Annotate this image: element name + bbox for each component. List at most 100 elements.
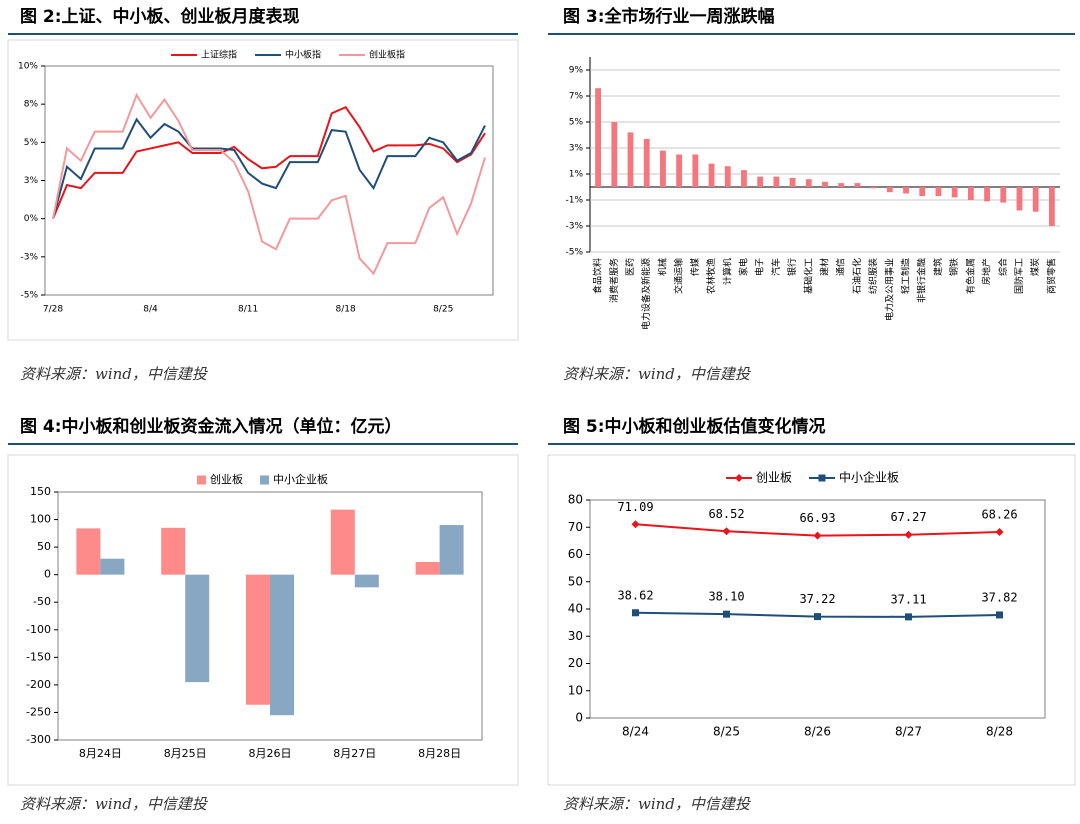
x-tick-label: 钢铁 [948,258,960,276]
legend-label: 创业板 [210,472,243,486]
bar [76,528,101,575]
y-tick-label: 20 [568,656,583,670]
value-label: 38.10 [708,590,744,604]
bar [415,561,440,575]
value-label: 71.09 [617,500,653,514]
x-tick-label: 8/26 [804,725,831,739]
y-tick-label: -150 [26,650,51,663]
plot-frame [44,65,494,296]
y-tick-label: 10 [568,683,583,697]
bar [330,509,355,575]
x-tick-label: 纺织服装 [867,258,879,294]
x-tick-label: 8月25日 [164,747,207,760]
x-tick-label: 石油石化 [851,258,863,294]
x-tick-label: 商贸零售 [1045,258,1057,294]
x-tick-label: 8/18 [336,305,356,315]
chart-frame [7,39,519,341]
x-tick-label: 计算机 [721,258,733,285]
point-marker [995,527,1004,536]
x-tick-label: 有色金属 [964,258,976,294]
series-line [52,105,486,220]
x-tick-label: 医药 [625,258,636,276]
y-tick-label: -250 [26,705,51,718]
x-tick-label: 电子 [754,258,766,276]
y-tick-label: 0% [24,214,39,224]
source-note: 资料来源：wind，中信建投 [20,365,209,383]
bar [161,527,186,575]
y-tick-label: 5% [569,118,584,128]
point-marker [814,613,821,621]
bar [246,574,270,705]
x-tick-label: 8/4 [143,305,158,315]
point-marker [905,613,912,621]
bar [676,154,683,187]
point-marker [996,611,1003,619]
x-tick-label: 7/28 [43,305,63,315]
bar [1048,187,1055,226]
point-marker [735,474,743,482]
y-tick-label: -100 [26,623,51,636]
legend-swatch [197,475,206,485]
x-tick-label: 基础化工 [802,258,814,294]
panel-title: 图 4:中小板和创业板资金流入情况（单位：亿元） [20,416,402,437]
y-tick-label: 50 [568,574,583,588]
plot-frame [57,491,483,741]
y-tick-label: -3% [565,222,583,232]
x-tick-label: 汽车 [770,258,782,276]
x-tick-label: 8/24 [622,725,649,739]
x-tick-label: 农林牧渔 [705,258,717,294]
value-label: 67.27 [890,510,926,524]
bar [1016,187,1023,211]
x-tick-label: 建材 [819,258,831,276]
x-tick-label: 非银行金融 [916,258,928,303]
y-tick-label: 0 [44,568,51,581]
x-tick-label: 8/11 [238,305,258,315]
bar [724,166,731,187]
x-tick-label: 交通运输 [673,258,685,294]
value-label: 68.26 [981,507,1017,521]
y-tick-label: -50 [33,595,51,608]
y-tick-label: 8% [24,100,39,110]
series-line [52,117,486,219]
bar [595,88,602,187]
x-tick-label: 8/25 [433,305,453,315]
value-label: 68.52 [708,507,744,521]
y-tick-label: -5% [20,291,38,301]
legend-label: 中小板指 [285,49,321,61]
x-tick-label: 消费者服务 [608,258,620,303]
bar [789,177,796,187]
point-marker [631,520,640,529]
point-marker [818,474,826,482]
x-tick-label: 房地产 [981,258,993,285]
point-marker [723,610,730,618]
x-tick-label: 8月26日 [249,747,292,760]
y-tick-label: 100 [30,513,51,526]
bar [935,187,942,197]
source-note: 资料来源：wind，中信建投 [563,365,752,383]
point-marker [904,530,913,539]
bar [822,181,828,187]
x-tick-label: 家电 [737,258,749,276]
bar [903,187,909,194]
x-tick-label: 综合 [997,258,1009,276]
point-marker [813,531,822,540]
bar [967,187,974,200]
y-tick-label: 60 [568,547,583,561]
x-tick-label: 8/27 [895,725,922,739]
bar [757,176,764,187]
chart-frame [547,454,1076,786]
y-tick-label: -200 [26,678,51,691]
x-tick-label: 传媒 [689,258,701,276]
legend-label: 创业板指 [369,49,405,61]
legend-swatch [260,475,269,485]
bar [354,574,379,588]
y-tick-label: 5% [24,138,39,148]
bar [984,187,990,202]
x-tick-label: 电力及公用事业 [883,258,895,321]
x-tick-label: 电力设备及新能源 [640,258,652,330]
bar [870,187,877,189]
bar [1000,187,1007,203]
x-tick-label: 机械 [656,258,668,276]
bar [627,132,634,187]
value-label: 37.11 [890,592,926,606]
